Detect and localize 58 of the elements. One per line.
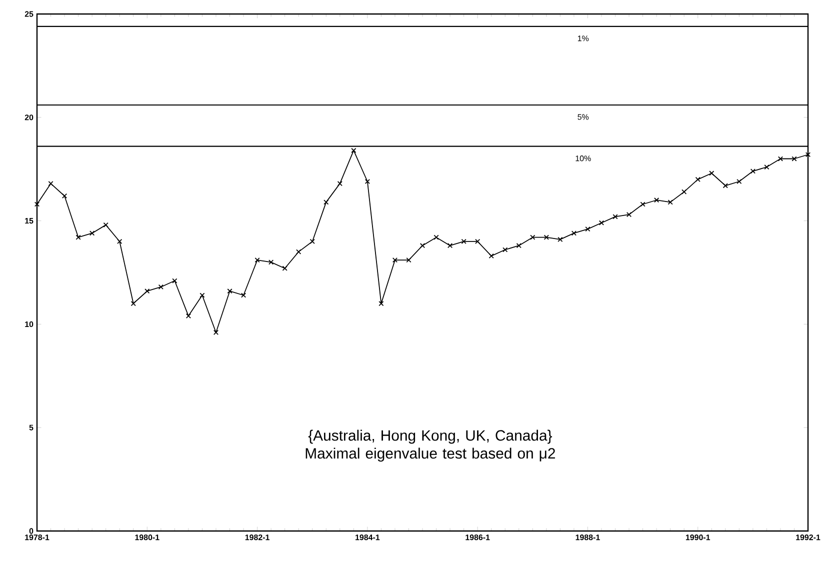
point [268, 260, 274, 265]
point [475, 238, 480, 244]
point [722, 183, 728, 188]
point [392, 258, 398, 263]
point [571, 230, 577, 236]
point [750, 168, 756, 174]
point [516, 243, 522, 248]
point [461, 238, 466, 244]
point [103, 222, 108, 228]
point [254, 258, 260, 263]
point [378, 300, 384, 306]
point [130, 300, 136, 306]
point [598, 220, 604, 226]
point [324, 200, 329, 205]
point [186, 313, 192, 318]
point [778, 156, 784, 162]
point [90, 230, 95, 236]
point [144, 288, 150, 294]
point [530, 234, 536, 240]
point [447, 243, 453, 248]
point [158, 284, 164, 290]
point [736, 178, 742, 184]
point [406, 258, 412, 263]
point [682, 189, 687, 194]
point [351, 148, 356, 154]
point [792, 156, 797, 162]
point [172, 278, 178, 284]
point [668, 200, 673, 205]
point [544, 234, 549, 240]
point [337, 181, 342, 186]
annotation: {Australia, Hong Kong, UK, Canada} Maximal eigenvalue test based on μ2 [306, 430, 555, 462]
point [626, 212, 632, 218]
point [310, 238, 315, 244]
point [709, 170, 714, 176]
point [488, 253, 494, 259]
point [585, 226, 590, 232]
point [282, 266, 288, 271]
point [296, 249, 302, 254]
point [612, 214, 618, 220]
point [434, 234, 439, 240]
point [420, 243, 426, 248]
point [640, 202, 646, 207]
point [117, 238, 122, 244]
point [48, 181, 54, 186]
point [502, 247, 508, 252]
point [364, 178, 370, 184]
point [34, 202, 40, 207]
point [695, 176, 700, 182]
point [558, 236, 563, 242]
point [240, 292, 246, 298]
point [200, 292, 205, 298]
point [76, 234, 81, 240]
point [764, 164, 770, 170]
point [654, 198, 660, 203]
point [62, 193, 68, 199]
point [227, 288, 232, 294]
point [805, 152, 811, 158]
point [213, 330, 219, 336]
